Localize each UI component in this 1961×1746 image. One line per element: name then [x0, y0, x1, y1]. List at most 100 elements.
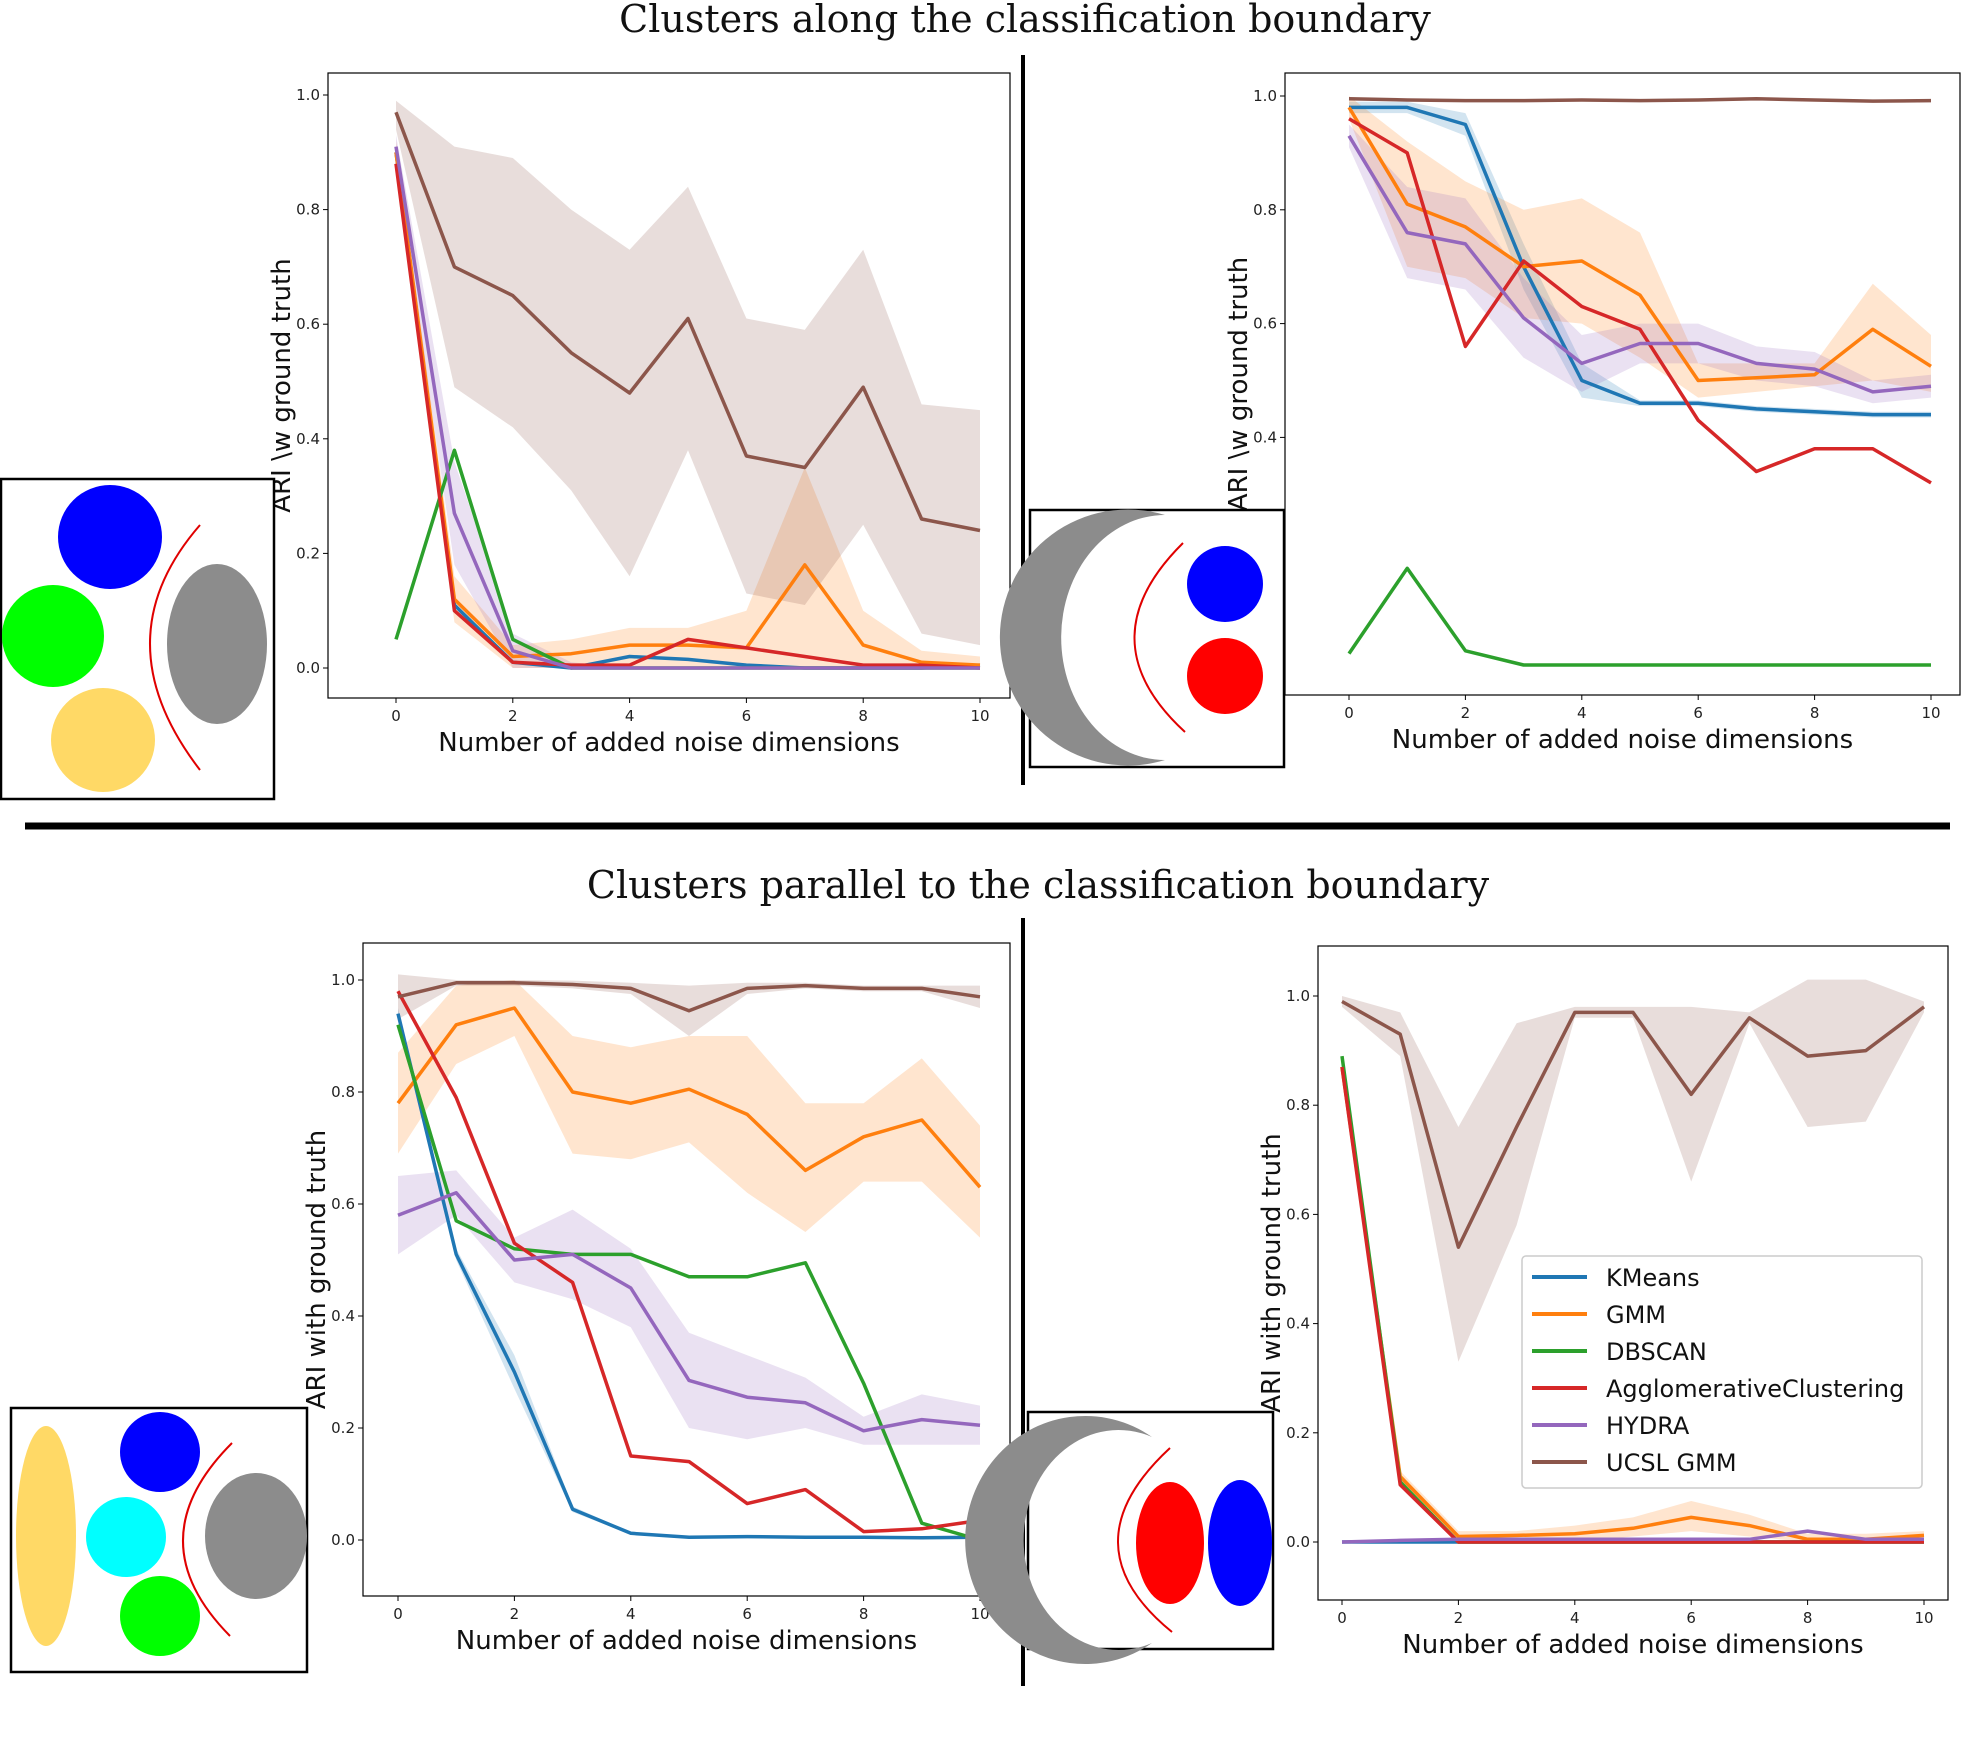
x-axis-label: Number of added noise dimensions: [1402, 1630, 1863, 1660]
bottom-title: Clusters parallel to the classification …: [587, 863, 1490, 907]
y-tick-label: 0.8: [331, 1083, 355, 1101]
x-axis-label: Number of added noise dimensions: [456, 1626, 917, 1656]
series-line-ucsl-gmm: [1348, 97, 1932, 103]
x-tick-label: 2: [1461, 704, 1471, 722]
chart-bottom-left: 0 2 4 6 8 10 0.0 0.2 0.4 0.6 0.8 1.0 Number of added…: [302, 942, 1011, 1656]
gray-crescent: [965, 1416, 1152, 1664]
x-axis-label: Number of added noise dimensions: [438, 728, 899, 758]
cyan-cluster: [86, 1497, 166, 1577]
x-tick-label: 4: [625, 707, 635, 725]
band-gmm: [1349, 96, 1931, 398]
x-tick-label: 6: [742, 707, 752, 725]
legend: KMeans GMM DBSCAN AgglomerativeClusterin…: [1521, 1255, 1923, 1489]
decision-boundary: [149, 524, 201, 771]
gray-cluster: [167, 564, 267, 724]
x-tick-label: 10: [1914, 1609, 1933, 1627]
x-tick-label: 10: [1921, 704, 1940, 722]
series-line-agglomerativeclustering: [1348, 117, 1932, 485]
band-ucsl-gmm: [1342, 979, 1924, 1362]
x-tick-label: 0: [391, 707, 401, 725]
illustration-bottom-right: [965, 1410, 1275, 1664]
series-line-hydra: [397, 1191, 981, 1433]
series-line-ucsl-gmm: [397, 981, 981, 1013]
x-tick-label: 10: [970, 1605, 989, 1623]
series-line-hydra: [1347, 134, 1932, 394]
gray-crescent: [999, 509, 1165, 766]
axes-frame: [1284, 72, 1961, 696]
legend-frame: [1521, 1255, 1923, 1489]
x-tick-label: 10: [970, 707, 989, 725]
y-axis-label: ARI with ground truth: [302, 1130, 332, 1410]
y-tick-label: 0.4: [331, 1307, 355, 1325]
axes-frame: [327, 72, 1011, 699]
yellow-cluster: [51, 688, 155, 792]
y-tick-label: 1.0: [1253, 87, 1277, 105]
series-line-kmeans: [396, 1013, 981, 1540]
series-line-agglomerativeclustering: [396, 990, 981, 1534]
y-tick-label: 1.0: [331, 971, 355, 989]
y-tick-label: 1.0: [1286, 987, 1310, 1005]
y-tick-label: 0.8: [296, 201, 320, 219]
green-cluster: [2, 585, 104, 687]
y-tick-label: 0.0: [331, 1531, 355, 1549]
y-axis-label: ARI \w ground truth: [267, 258, 297, 512]
series-line-gmm: [1347, 106, 1932, 383]
x-tick-label: 8: [858, 707, 868, 725]
legend-label-ucsl-gmm: UCSL GMM: [1606, 1449, 1737, 1477]
axes-frame: [362, 942, 1011, 1597]
axes-frame: [1317, 945, 1949, 1601]
legend-label-kmeans: KMeans: [1606, 1264, 1700, 1292]
chart-top-left: 0 2 4 6 8 10 0.0 0.2 0.4 0.6 0.8 1.0 Number of added…: [267, 72, 1011, 758]
series-line-gmm: [1340, 1066, 1925, 1542]
blue-cluster: [58, 485, 162, 589]
chart-bottom-right: 0 2 4 6 8 10 0.0 0.2 0.4 0.6 0.8 1.0 Number of added…: [1257, 945, 1949, 1660]
series-line-gmm: [396, 1006, 982, 1189]
series-line-ucsl-gmm: [1341, 999, 1926, 1249]
y-tick-label: 0.4: [1286, 1315, 1310, 1333]
series-line-gmm: [394, 152, 981, 667]
blue-cluster: [1208, 1480, 1272, 1606]
y-tick-label: 0.8: [1286, 1096, 1310, 1114]
red-cluster: [1136, 1482, 1204, 1604]
blue-cluster: [120, 1412, 200, 1492]
gray-cluster: [205, 1473, 307, 1599]
series-line-dbscan: [1347, 566, 1931, 667]
x-tick-label: 0: [1344, 704, 1354, 722]
decision-boundary: [182, 1442, 233, 1637]
y-tick-label: 0.2: [1286, 1424, 1310, 1442]
x-tick-label: 0: [1337, 1609, 1347, 1627]
legend-label-gmm: GMM: [1606, 1301, 1666, 1329]
legend-label-hydra: HYDRA: [1606, 1412, 1690, 1440]
x-tick-label: 4: [1570, 1609, 1580, 1627]
y-tick-label: 0.2: [296, 544, 320, 562]
x-tick-label: 2: [1454, 1609, 1464, 1627]
band-hydra: [398, 1170, 980, 1445]
x-tick-label: 4: [1577, 704, 1587, 722]
series-line-kmeans: [1349, 105, 1931, 417]
y-tick-label: 0.4: [296, 430, 320, 448]
x-tick-label: 6: [742, 1605, 752, 1623]
y-tick-label: 0.0: [296, 659, 320, 677]
band-ucsl-gmm: [398, 974, 980, 1036]
blue-cluster: [1187, 546, 1263, 622]
series-line-agglomerativeclustering: [394, 163, 981, 670]
decision-boundary: [1133, 542, 1186, 733]
top-title: Clusters along the classification bounda…: [619, 0, 1431, 41]
y-tick-label: 0.6: [296, 315, 320, 333]
band-gmm: [398, 980, 980, 1238]
y-tick-label: 0.8: [1253, 201, 1277, 219]
x-tick-label: 2: [510, 1605, 520, 1623]
x-tick-label: 8: [859, 1605, 869, 1623]
y-tick-label: 0.2: [331, 1419, 355, 1437]
illustration-bottom-left: [9, 1406, 309, 1674]
y-tick-label: 0.6: [1286, 1205, 1310, 1223]
yellow-cluster: [16, 1426, 76, 1646]
x-tick-label: 6: [1693, 704, 1703, 722]
legend-label-dbscan: DBSCAN: [1606, 1338, 1707, 1366]
series-line-ucsl-gmm: [394, 111, 981, 533]
x-tick-label: 2: [508, 707, 518, 725]
y-tick-label: 1.0: [296, 86, 320, 104]
y-tick-label: 0.6: [1253, 315, 1277, 333]
